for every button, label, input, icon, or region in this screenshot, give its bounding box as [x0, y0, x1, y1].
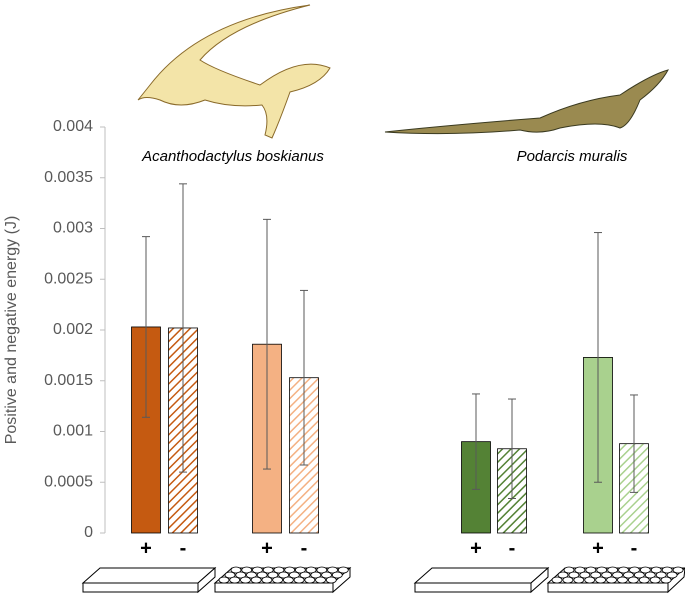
y-tick-label: 0.0015 — [44, 372, 93, 389]
lizard-illustration — [137, 4, 669, 139]
bump — [267, 571, 279, 579]
bump — [272, 576, 284, 584]
error-bar — [508, 398, 516, 499]
bump — [638, 576, 650, 584]
bump — [629, 566, 640, 574]
error-bar — [594, 232, 602, 483]
y-tick-label: 0.004 — [53, 118, 93, 135]
bump — [229, 576, 241, 584]
bump — [633, 571, 645, 579]
bump — [262, 566, 274, 574]
bump — [235, 571, 247, 579]
bump — [601, 571, 613, 579]
species-label: Acanthodactylus boskianus — [141, 148, 324, 165]
bump — [305, 566, 317, 574]
x-tick-label: + — [592, 537, 604, 559]
bump — [612, 571, 623, 579]
bump — [627, 576, 639, 584]
bump — [256, 571, 268, 579]
bump — [315, 576, 326, 584]
bump — [316, 566, 328, 574]
bump — [672, 566, 684, 574]
bump — [607, 566, 619, 574]
bump — [331, 571, 343, 579]
species-label: Podarcis muralis — [517, 148, 628, 165]
bump — [551, 576, 563, 584]
bump — [273, 566, 285, 574]
bumps — [218, 566, 684, 584]
bump — [294, 566, 306, 574]
bump — [568, 571, 580, 579]
x-tick-label: - — [631, 537, 638, 559]
bump — [224, 571, 236, 579]
bump — [293, 576, 305, 584]
bump — [252, 566, 263, 574]
bump — [623, 571, 634, 579]
error-bar — [630, 394, 638, 493]
bump — [584, 576, 596, 584]
bump — [579, 571, 591, 579]
bump — [585, 566, 597, 574]
bump — [288, 571, 300, 579]
bump — [218, 576, 230, 584]
y-tick-label: 0.0035 — [44, 169, 93, 186]
bump — [661, 566, 673, 574]
x-tick-label: - — [509, 537, 516, 559]
y-tick-label: 0.003 — [53, 220, 93, 237]
bump — [655, 571, 667, 579]
y-axis-label: Positive and negative energy (J) — [3, 216, 20, 445]
bump — [284, 566, 296, 574]
y-tick-label: 0 — [84, 524, 93, 541]
bump — [321, 571, 332, 579]
error-bar — [300, 289, 308, 466]
bump — [310, 571, 322, 579]
bump — [240, 576, 251, 584]
bump — [282, 576, 294, 584]
bump — [230, 566, 242, 574]
error-bar — [472, 393, 480, 490]
bump — [250, 576, 262, 584]
x-tick-label: + — [470, 537, 482, 559]
y-tick-label: 0.0005 — [44, 473, 93, 490]
bump — [649, 576, 661, 584]
error-bar — [142, 236, 150, 418]
y-tick-label: 0.001 — [53, 423, 93, 440]
bump — [327, 566, 338, 574]
bump — [595, 576, 607, 584]
x-tick-label: - — [301, 537, 308, 559]
bump — [617, 576, 628, 584]
bump — [590, 571, 602, 579]
bump — [337, 566, 349, 574]
bump — [660, 576, 672, 584]
y-tick-label: 0.002 — [53, 321, 93, 338]
error-bar — [179, 183, 187, 473]
bump — [650, 566, 662, 574]
bump — [596, 566, 608, 574]
bump — [639, 566, 651, 574]
bump — [241, 566, 253, 574]
error-bar — [263, 218, 271, 470]
x-tick-label: + — [140, 537, 152, 559]
bump — [618, 566, 629, 574]
bump — [606, 576, 617, 584]
bump — [246, 571, 257, 579]
y-tick-label: 0.0025 — [44, 270, 93, 287]
bump — [644, 571, 656, 579]
bump — [666, 571, 678, 579]
bump — [557, 571, 569, 579]
bump — [574, 566, 586, 574]
x-tick-label: - — [180, 537, 187, 559]
bump — [261, 576, 273, 584]
bump — [573, 576, 585, 584]
x-tick-label: + — [261, 537, 273, 559]
bump — [278, 571, 290, 579]
bump — [304, 576, 316, 584]
bump — [562, 576, 574, 584]
bump — [299, 571, 311, 579]
bump — [325, 576, 337, 584]
bump — [563, 566, 575, 574]
